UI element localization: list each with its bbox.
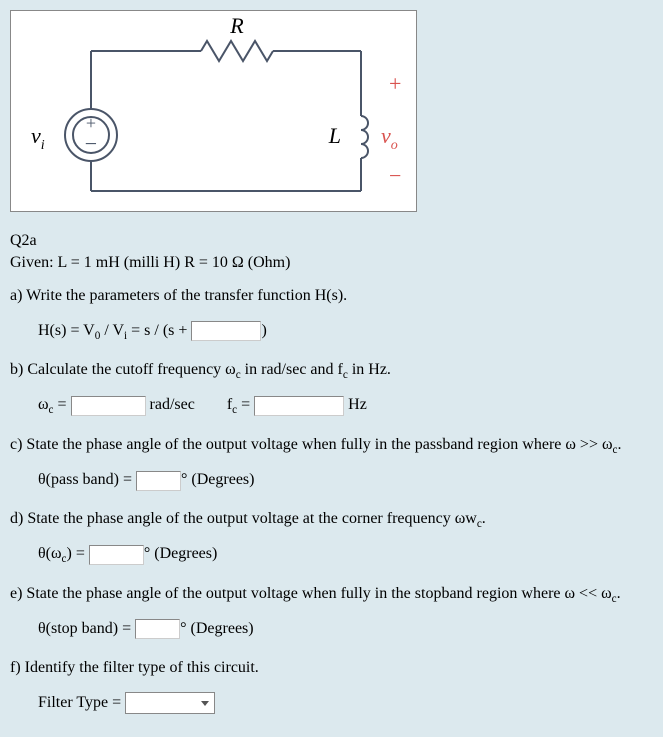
- question-id: Q2a: [10, 232, 653, 250]
- eq-text: H(s) = V: [38, 322, 95, 339]
- input-d[interactable]: [89, 545, 144, 565]
- input-c[interactable]: [136, 471, 181, 491]
- eq-sign: =: [237, 396, 254, 413]
- input-a[interactable]: [191, 321, 261, 341]
- part-d: d) State the phase angle of the output v…: [10, 505, 653, 570]
- circuit-svg: + − R L vi vo + −: [11, 11, 416, 211]
- prompt-text: d) State the phase angle of the output v…: [10, 510, 477, 527]
- svg-text:−: −: [85, 131, 97, 156]
- filter-label: Filter Type =: [38, 694, 125, 711]
- part-d-prompt: d) State the phase angle of the output v…: [10, 505, 653, 534]
- input-fc[interactable]: [254, 396, 344, 416]
- unit-text: ° (Degrees): [180, 620, 253, 637]
- prompt-text: b) Calculate the cutoff frequency ω: [10, 361, 236, 378]
- input-e[interactable]: [135, 619, 180, 639]
- part-a-equation: H(s) = V0 / Vi = s / (s + ): [38, 317, 653, 346]
- svg-text:vo: vo: [381, 123, 398, 153]
- eq-text: ): [261, 322, 266, 339]
- part-c: c) State the phase angle of the output v…: [10, 431, 653, 495]
- part-c-prompt: c) State the phase angle of the output v…: [10, 431, 653, 460]
- wc-unit: rad/sec: [146, 396, 195, 413]
- svg-text:+: +: [86, 113, 96, 133]
- eq-sign: =: [54, 396, 71, 413]
- theta-label: θ(pass band) =: [38, 471, 136, 488]
- unit-text: ° (Degrees): [144, 545, 217, 562]
- prompt-text: .: [617, 585, 621, 602]
- prompt-text: .: [482, 510, 486, 527]
- part-e: e) State the phase angle of the output v…: [10, 580, 653, 644]
- part-b: b) Calculate the cutoff frequency ωc in …: [10, 356, 653, 421]
- prompt-text: c) State the phase angle of the output v…: [10, 436, 613, 453]
- part-e-prompt: e) State the phase angle of the output v…: [10, 580, 653, 609]
- prompt-text: in rad/sec and f: [241, 361, 343, 378]
- part-a: a) Write the parameters of the transfer …: [10, 282, 653, 346]
- svg-text:+: +: [389, 71, 401, 96]
- prompt-text: in Hz.: [348, 361, 391, 378]
- part-b-inputs: ωc = rad/sec fc = Hz: [38, 391, 653, 420]
- unit-text: ° (Degrees): [181, 471, 254, 488]
- theta-label: ) =: [67, 545, 89, 562]
- prompt-text: .: [617, 436, 621, 453]
- fc-unit: Hz: [344, 396, 367, 413]
- part-f-prompt: f) Identify the filter type of this circ…: [10, 654, 653, 683]
- part-f: f) Identify the filter type of this circ…: [10, 654, 653, 718]
- part-e-input-line: θ(stop band) = ° (Degrees): [38, 615, 653, 644]
- wc-label: ω: [38, 396, 49, 413]
- eq-text: / V: [100, 322, 124, 339]
- part-a-prompt: a) Write the parameters of the transfer …: [10, 282, 653, 311]
- part-c-input-line: θ(pass band) = ° (Degrees): [38, 466, 653, 495]
- given-line: Given: L = 1 mH (milli H) R = 10 Ω (Ohm): [10, 254, 653, 272]
- part-d-input-line: θ(ωc) = ° (Degrees): [38, 540, 653, 569]
- svg-text:R: R: [229, 13, 244, 38]
- theta-label: θ(stop band) =: [38, 620, 135, 637]
- filter-type-select[interactable]: [125, 692, 215, 714]
- circuit-diagram: + − R L vi vo + −: [10, 10, 417, 212]
- part-f-input-line: Filter Type =: [38, 689, 653, 718]
- input-wc[interactable]: [71, 396, 146, 416]
- theta-label: θ(ω: [38, 545, 62, 562]
- eq-text: = s / (s +: [127, 322, 191, 339]
- svg-text:vi: vi: [31, 123, 45, 153]
- part-b-prompt: b) Calculate the cutoff frequency ωc in …: [10, 356, 653, 385]
- svg-text:−: −: [389, 163, 401, 188]
- prompt-text: e) State the phase angle of the output v…: [10, 585, 612, 602]
- svg-text:L: L: [328, 123, 341, 148]
